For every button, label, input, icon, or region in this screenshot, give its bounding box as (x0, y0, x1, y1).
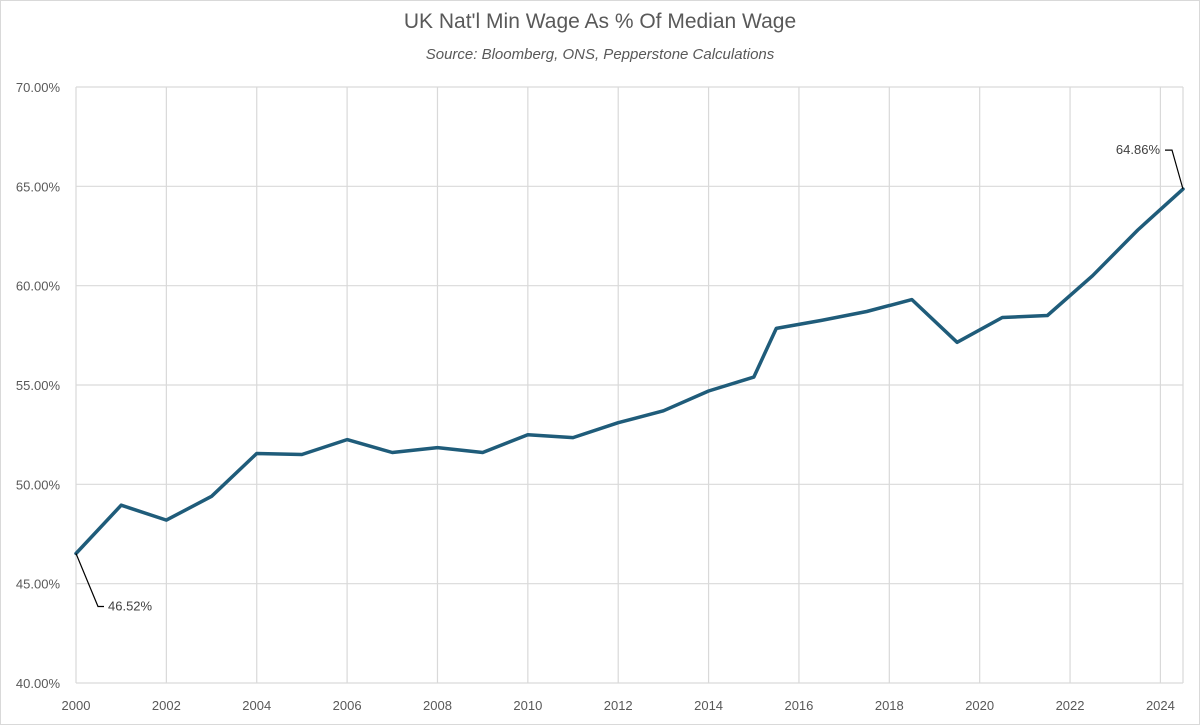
x-tick-label: 2012 (604, 698, 633, 713)
y-tick-label: 40.00% (16, 676, 61, 691)
data-point (165, 519, 168, 522)
gridlines (75, 86, 1184, 684)
data-point (391, 451, 394, 454)
y-tick-label: 55.00% (16, 378, 61, 393)
data-point (1046, 314, 1049, 317)
x-tick-label: 2018 (875, 698, 904, 713)
data-point (707, 389, 710, 392)
data-point (572, 436, 575, 439)
x-tick-label: 2000 (62, 698, 91, 713)
annotation-leader-start (75, 553, 104, 608)
data-point (526, 433, 529, 436)
data-point (662, 409, 665, 412)
annotation-label-end: 64.86% (1116, 142, 1161, 157)
x-tick-label: 2008 (423, 698, 452, 713)
annotation-label-start: 46.52% (108, 598, 153, 613)
data-point (1091, 274, 1094, 277)
data-point (956, 341, 959, 344)
x-tick-label: 2004 (242, 698, 271, 713)
y-tick-label: 45.00% (16, 577, 61, 592)
data-point (210, 495, 213, 498)
data-point (1001, 316, 1004, 319)
x-tick-label: 2024 (1146, 698, 1175, 713)
data-point (436, 446, 439, 449)
x-tick-label: 2022 (1056, 698, 1085, 713)
data-point (120, 504, 123, 507)
data-point (481, 451, 484, 454)
x-tick-label: 2014 (694, 698, 723, 713)
annotation-leader-end (1165, 149, 1184, 190)
x-tick-label: 2006 (333, 698, 362, 713)
data-point (775, 327, 778, 330)
x-tick-label: 2002 (152, 698, 181, 713)
data-point (1136, 229, 1139, 232)
y-tick-label: 50.00% (16, 477, 61, 492)
data-point (820, 319, 823, 322)
annotations: 46.52% 64.86% (75, 142, 1184, 613)
x-tick-label: 2010 (513, 698, 542, 713)
series-group (74, 187, 1185, 556)
data-point (617, 421, 620, 424)
y-axis-ticks: 40.00% 45.00% 50.00% 55.00% 60.00% 65.00% 70.0… (16, 80, 61, 691)
data-point (300, 453, 303, 456)
data-point (255, 452, 258, 455)
x-tick-label: 2016 (784, 698, 813, 713)
y-tick-label: 65.00% (16, 179, 61, 194)
data-point (752, 376, 755, 379)
y-tick-label: 60.00% (16, 279, 61, 294)
data-point (346, 438, 349, 441)
chart-title: UK Nat'l Min Wage As % Of Median Wage (403, 10, 797, 33)
x-axis-ticks: 2000 2002 2004 2006 2008 2010 2012 2014 2016 2018… (62, 698, 1175, 713)
x-tick-label: 2020 (965, 698, 994, 713)
data-point (865, 310, 868, 313)
y-tick-label: 70.00% (16, 80, 61, 95)
data-point (910, 298, 913, 301)
chart-subtitle: Source: Bloomberg, ONS, Pepperstone Calc… (425, 46, 775, 63)
series-line (74, 187, 1185, 556)
